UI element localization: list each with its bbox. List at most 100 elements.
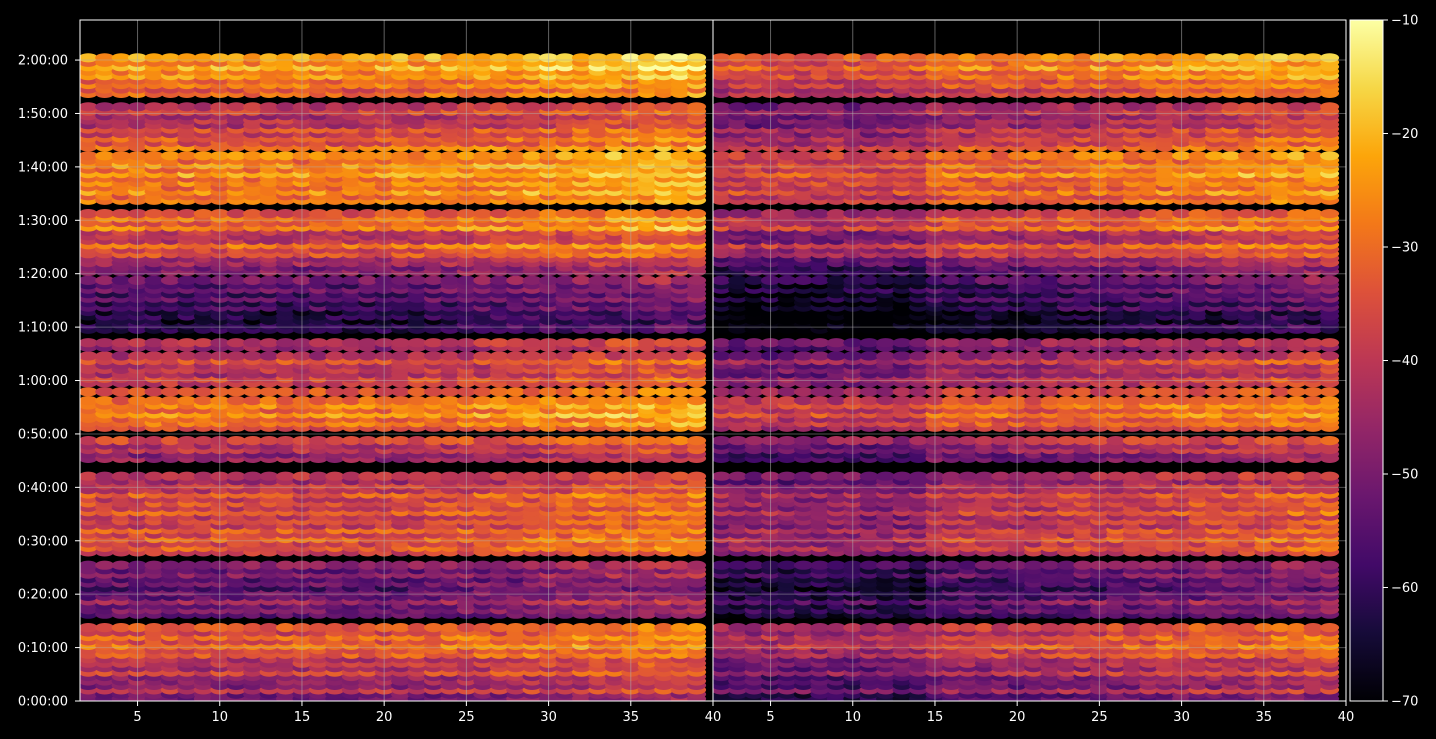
heatmap-cell (522, 275, 542, 285)
heatmap-cell (160, 560, 180, 570)
heatmap-cell (555, 387, 575, 397)
heatmap-cell (489, 53, 509, 63)
heatmap-cell (407, 102, 427, 112)
heatmap-cell (243, 387, 263, 397)
x-tick-label: 5 (133, 710, 141, 725)
heatmap-cell (325, 351, 345, 361)
heatmap-cell (506, 209, 526, 219)
heatmap-cell (276, 623, 295, 633)
heatmap-cell (276, 151, 295, 161)
heatmap-cell (177, 53, 197, 63)
heatmap-cell (407, 387, 427, 397)
heatmap-cell (654, 338, 674, 348)
heatmap-cell (588, 436, 608, 446)
heatmap-cell (473, 53, 493, 63)
heatmap-cell (555, 338, 575, 348)
heatmap-cell (473, 471, 493, 481)
heatmap-cell (604, 436, 624, 446)
heatmap-cell (308, 436, 328, 446)
heatmap-cell (259, 351, 279, 361)
heatmap-cell (80, 275, 98, 285)
heatmap-cell (670, 387, 690, 397)
heatmap-cell (177, 623, 197, 633)
heatmap-cell (259, 338, 279, 348)
heatmap-cell (160, 209, 180, 219)
heatmap-cell (95, 53, 115, 63)
x-tick-label: 35 (623, 710, 640, 725)
heatmap-cell (111, 471, 131, 481)
heatmap-cell (391, 275, 411, 285)
heatmap-cell (604, 209, 624, 219)
heatmap-cell (95, 102, 115, 112)
heatmap-cell (572, 338, 591, 348)
heatmap-cell (637, 53, 657, 63)
heatmap-cell (473, 151, 493, 161)
heatmap-cell (80, 436, 98, 446)
heatmap-cell (193, 53, 213, 63)
heatmap-cell (160, 338, 180, 348)
heatmap-cell (489, 338, 509, 348)
heatmap-cell (308, 396, 328, 406)
heatmap-cell (276, 53, 295, 63)
heatmap-cell (424, 623, 443, 633)
heatmap-cell (276, 436, 295, 446)
heatmap-cell (95, 471, 115, 481)
heatmap-cell (243, 623, 263, 633)
heatmap-cell (80, 471, 98, 481)
heatmap-cell (522, 623, 542, 633)
heatmap-cell (637, 275, 657, 285)
heatmap-cell (358, 209, 378, 219)
heatmap-cell (506, 338, 526, 348)
heatmap-cell (325, 53, 345, 63)
heatmap-cell (358, 623, 378, 633)
heatmap-cell (440, 623, 460, 633)
heatmap-cell (407, 396, 427, 406)
heatmap-cell (522, 338, 542, 348)
heatmap-cell (440, 436, 460, 446)
heatmap-cell (440, 102, 460, 112)
heatmap-cell (160, 275, 180, 285)
heatmap-cell (308, 623, 328, 633)
heatmap-cell (407, 560, 427, 570)
heatmap-cell (308, 387, 328, 397)
heatmap-cell (424, 275, 443, 285)
heatmap-cell (572, 560, 591, 570)
heatmap-cell (489, 209, 509, 219)
heatmap-cell (144, 351, 164, 361)
heatmap-cell (259, 102, 279, 112)
heatmap-cell (95, 338, 115, 348)
heatmap-cell (687, 396, 707, 406)
heatmap-cell (424, 436, 443, 446)
heatmap-cell (654, 560, 674, 570)
heatmap-cell (308, 471, 328, 481)
heatmap-cell (522, 351, 542, 361)
heatmap-cell (555, 436, 575, 446)
heatmap-cell (687, 275, 707, 285)
heatmap-cell (654, 436, 674, 446)
heatmap-cell (259, 396, 279, 406)
heatmap-cell (111, 53, 131, 63)
heatmap-cell (670, 436, 690, 446)
heatmap-cell (489, 387, 509, 397)
heatmap-cell (473, 560, 493, 570)
heatmap-cell (473, 623, 493, 633)
heatmap-cell (259, 151, 279, 161)
heatmap-cell (637, 151, 657, 161)
heatmap-cell (506, 396, 526, 406)
heatmap-cell (144, 275, 164, 285)
heatmap-cell (358, 275, 378, 285)
heatmap-cell (670, 471, 690, 481)
heatmap-cell (588, 151, 608, 161)
heatmap-cell (654, 387, 674, 397)
heatmap-cell (506, 151, 526, 161)
heatmap-cell (572, 623, 591, 633)
heatmap-cell (604, 387, 624, 397)
heatmap-cell (177, 275, 197, 285)
heatmap-cell (144, 471, 164, 481)
heatmap-cell (424, 351, 443, 361)
heatmap-cell (670, 209, 690, 219)
heatmap-cell (654, 623, 674, 633)
heatmap-cell (276, 387, 295, 397)
heatmap-cell (687, 560, 707, 570)
